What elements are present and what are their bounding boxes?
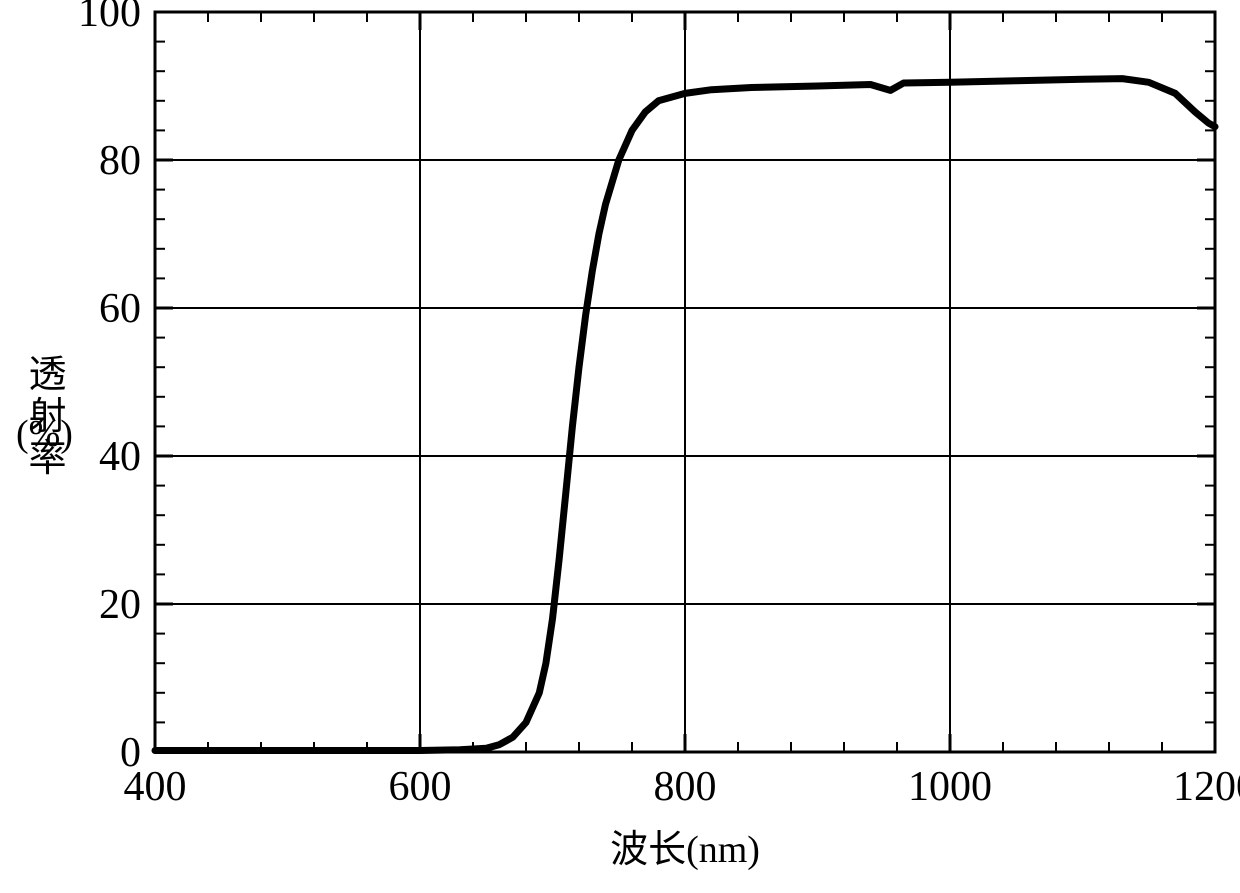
y-tick-label: 80 <box>99 138 141 184</box>
y-axis-label-unit: (%) <box>16 412 73 456</box>
y-tick-label: 0 <box>120 730 141 776</box>
y-tick-label: 40 <box>99 434 141 480</box>
chart-svg: 40060080010001200020406080100波长(nm) <box>0 0 1240 893</box>
x-tick-label: 1000 <box>908 764 992 810</box>
transmittance-chart: 40060080010001200020406080100波长(nm) 透射率 … <box>0 0 1240 893</box>
x-axis-label: 波长(nm) <box>610 829 760 871</box>
x-tick-label: 1200 <box>1173 764 1240 810</box>
y-tick-label: 60 <box>99 286 141 332</box>
x-tick-label: 800 <box>654 764 717 810</box>
x-tick-label: 600 <box>389 764 452 810</box>
y-tick-label: 20 <box>99 582 141 628</box>
y-tick-label: 100 <box>78 0 141 36</box>
